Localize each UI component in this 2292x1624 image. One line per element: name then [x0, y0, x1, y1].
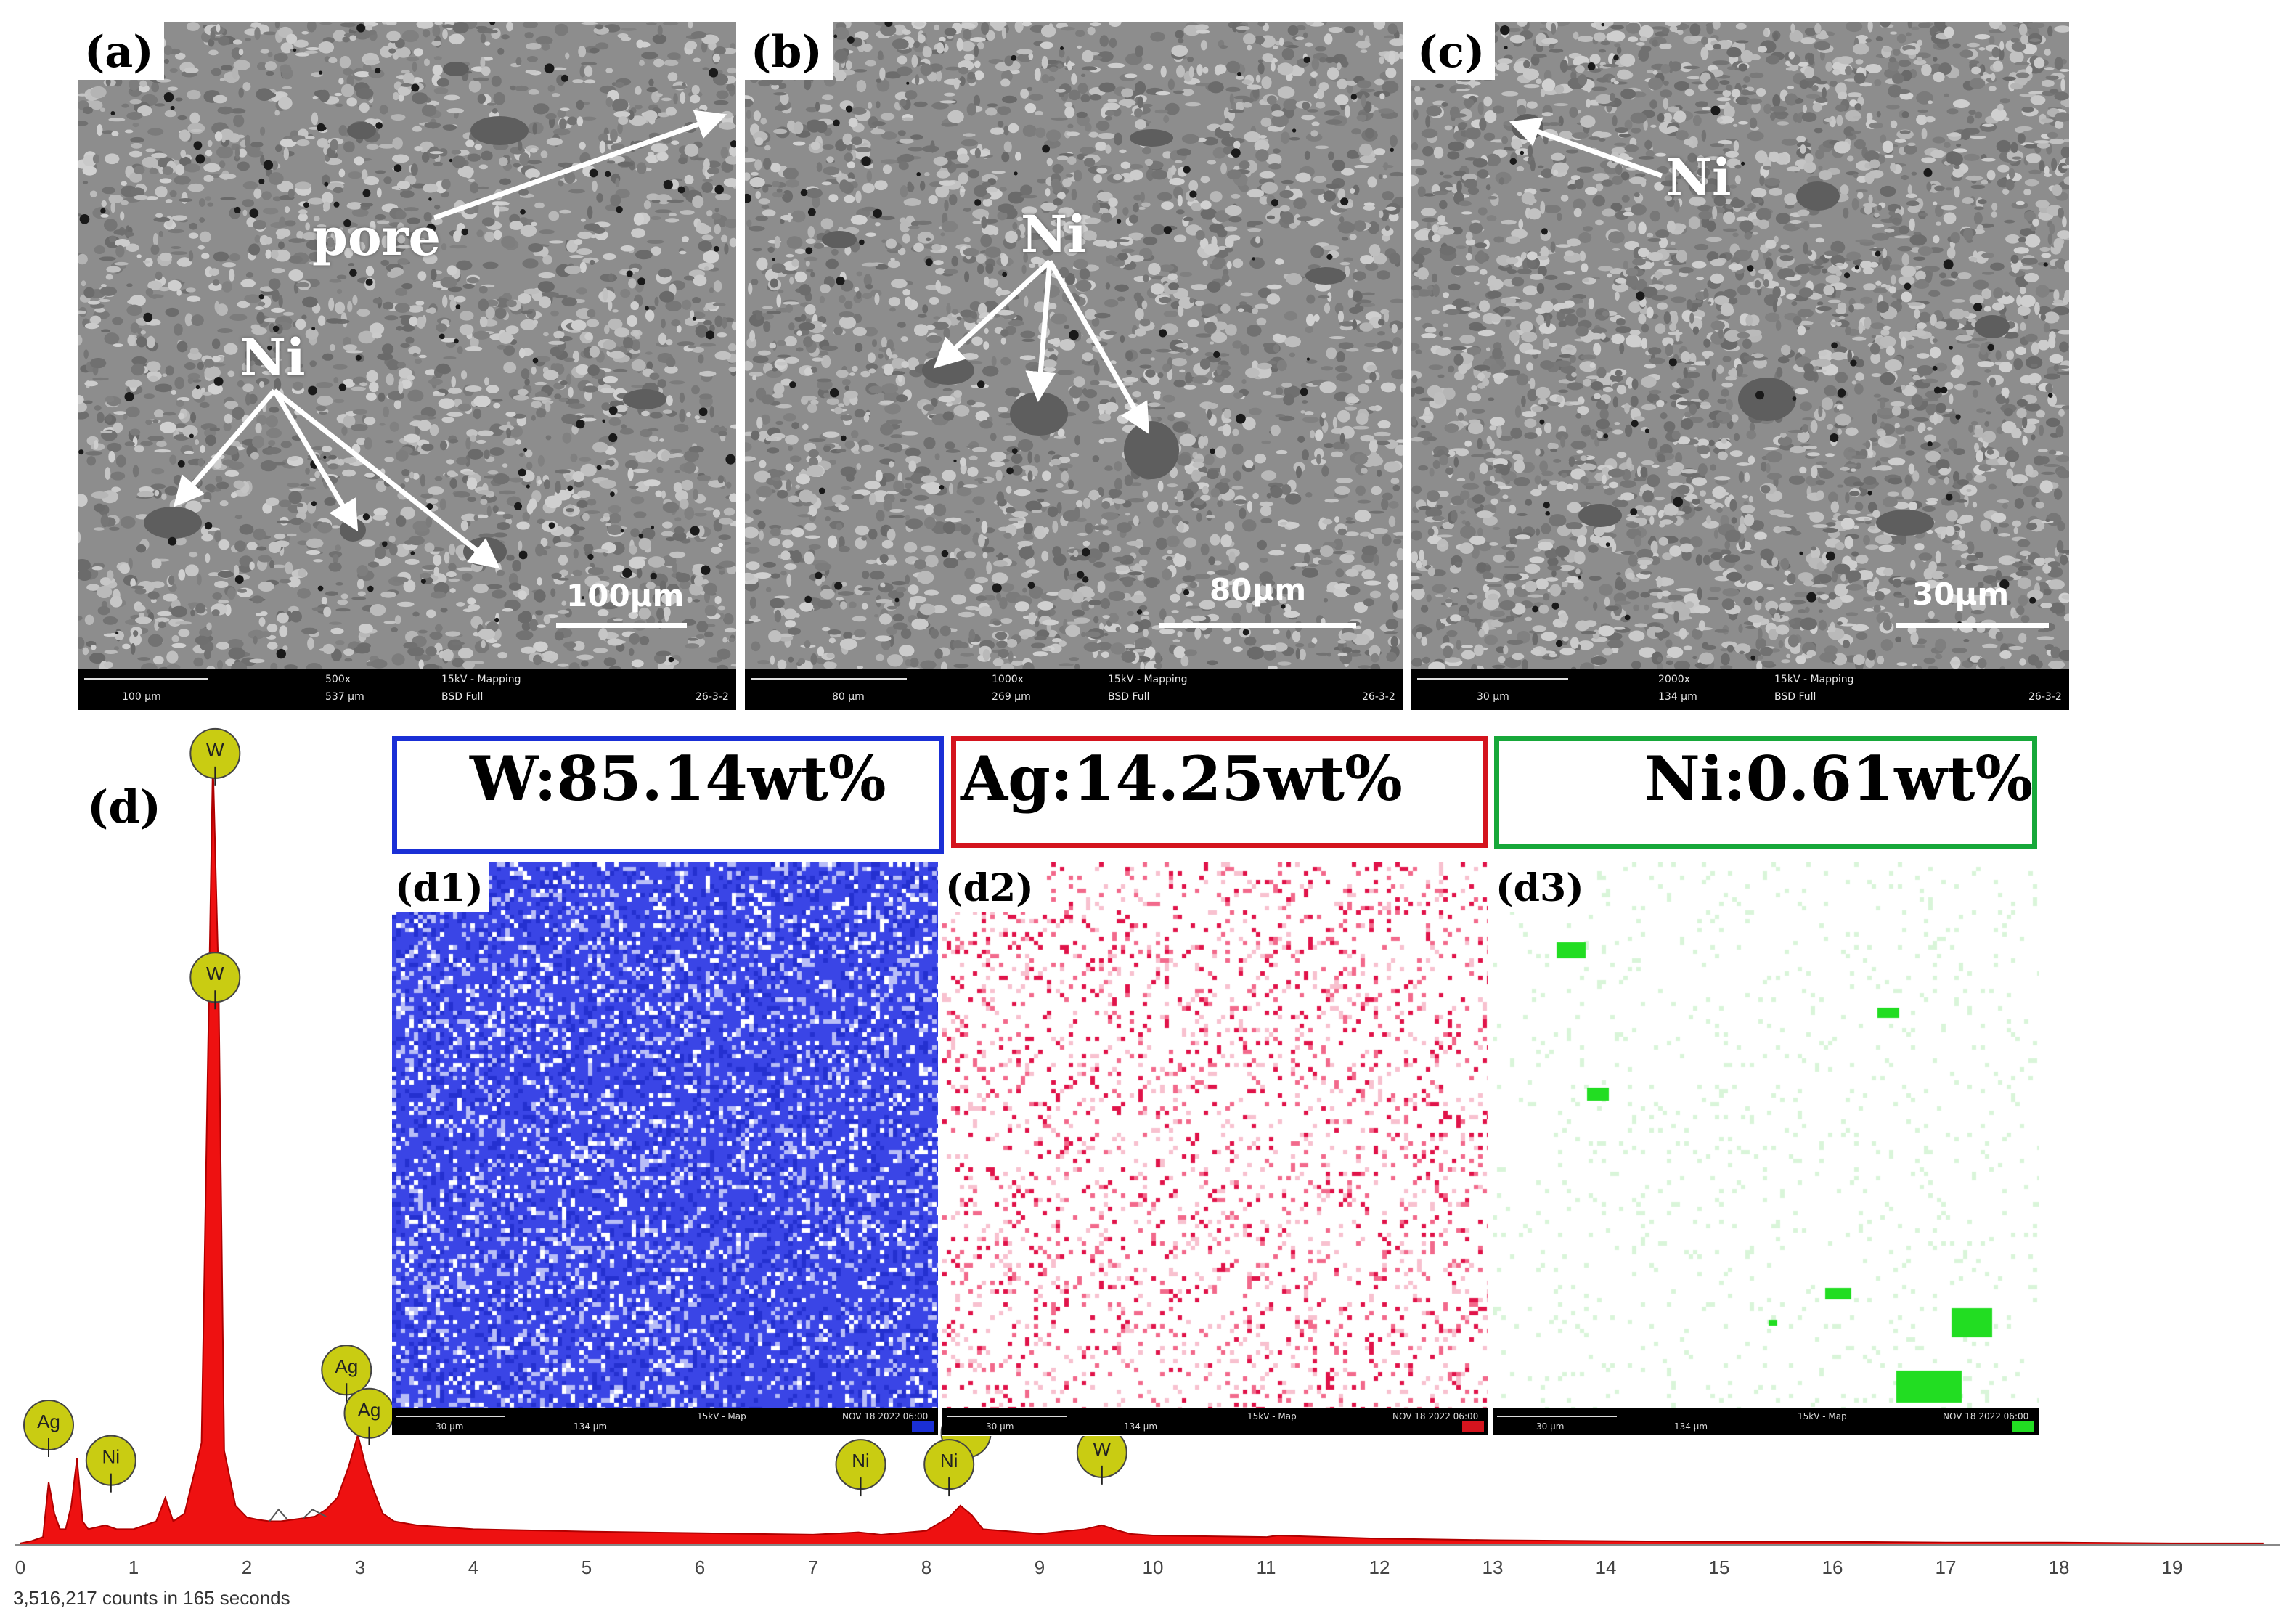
spectrum-area — [20, 759, 2264, 1546]
scale-bar-c — [1896, 623, 2049, 628]
x-tick-label: 0 — [15, 1556, 25, 1578]
panel-label-c: (c) — [1411, 22, 1496, 80]
x-tick-label: 12 — [1369, 1556, 1390, 1578]
peak-label-ni: Ni — [835, 1439, 886, 1497]
map-info-bar-ag: 30 μm 134 μm 15kV - Map NOV 18 2022 06:0… — [942, 1408, 1488, 1435]
x-tick-label: 1 — [129, 1556, 139, 1578]
sem-micrograph-b — [745, 22, 1403, 669]
x-tick-label: 13 — [1483, 1556, 1504, 1578]
svg-text:Ag: Ag — [335, 1355, 358, 1377]
svg-text:Ag: Ag — [358, 1399, 381, 1421]
peak-label-ag: Ag — [321, 1345, 372, 1403]
composition-text-w: W:85.14wt% — [470, 743, 886, 815]
spectrum-reference-line — [269, 1508, 327, 1522]
ag-map-image — [942, 862, 1488, 1408]
x-tick-label: 9 — [1035, 1556, 1045, 1578]
peak-label-ni: Ni — [85, 1435, 136, 1493]
peak-label-ag: Ag — [23, 1399, 74, 1457]
sem-micrograph-c — [1411, 22, 2069, 669]
panel-label-b: (b) — [745, 22, 833, 80]
peak-label-w: W — [189, 727, 241, 786]
peak-label-ag: Ag — [343, 1387, 395, 1445]
composition-box-w: W:85.14wt% — [392, 736, 944, 854]
svg-text:Ag: Ag — [37, 1411, 60, 1432]
sem-panel-a: (a) pore Ni 100μm 100 μm 500x 537 μm 15k… — [78, 22, 736, 710]
sem-info-bar-b: 80 μm 1000x 269 μm 15kV - Mapping BSD Fu… — [745, 669, 1403, 710]
peak-label-ni: Ni — [923, 1439, 975, 1497]
x-tick-label: 8 — [921, 1556, 931, 1578]
sem-panel-c: (c) Ni 30μm 30 μm 2000x 134 μm 15kV - Ma… — [1411, 22, 2069, 710]
x-tick-label: 14 — [1596, 1556, 1617, 1578]
arrows-b — [933, 259, 1149, 435]
map-label-d1: (d1) — [392, 862, 489, 912]
x-tick-label: 16 — [1822, 1556, 1843, 1578]
peak-label-w: W — [189, 952, 241, 1010]
x-tick-label: 5 — [582, 1556, 592, 1578]
ni-map-image — [1493, 862, 2039, 1408]
element-map-w: (d1) 30 μm 134 μm 15kV - Map NOV 18 2022… — [392, 862, 938, 1436]
x-tick-label: 17 — [1936, 1556, 1957, 1578]
arrows-c — [1509, 117, 1663, 179]
svg-text:Ni: Ni — [852, 1450, 870, 1472]
x-tick-label: 4 — [468, 1556, 478, 1578]
w-map-image — [392, 862, 938, 1408]
x-tick-label: 15 — [1709, 1556, 1730, 1578]
annotation-ni-b: Ni — [1021, 204, 1087, 264]
map-label-d3: (d3) — [1493, 862, 1590, 912]
map-label-d2: (d2) — [942, 862, 1040, 912]
annotation-pore: pore — [312, 207, 441, 267]
element-map-ni: (d3) 30 μm 134 μm 15kV - Map NOV 18 2022… — [1493, 862, 2039, 1436]
x-tick-label: 7 — [808, 1556, 818, 1578]
arrows-a — [173, 110, 727, 569]
map-info-bar-ni: 30 μm 134 μm 15kV - Map NOV 18 2022 06:0… — [1493, 1408, 2039, 1435]
scale-label-c: 30μm — [1912, 576, 2010, 612]
x-tick-label: 2 — [242, 1556, 252, 1578]
svg-text:W: W — [206, 739, 224, 761]
x-tick-label: 10 — [1143, 1556, 1164, 1578]
sem-micrograph-a — [78, 22, 736, 669]
x-tick-label: 18 — [2049, 1556, 2070, 1578]
scale-bar-b — [1159, 623, 1356, 628]
panel-label-a: (a) — [78, 22, 164, 80]
svg-text:W: W — [206, 963, 224, 984]
composition-text-ni: Ni:0.61wt% — [1644, 743, 2034, 815]
scale-label-a: 100μm — [566, 578, 685, 613]
composition-text-ag: Ag:14.25wt% — [961, 743, 1403, 815]
x-tick-label: 3 — [355, 1556, 365, 1578]
svg-text:Ni: Ni — [940, 1450, 958, 1472]
sem-info-bar-a: 100 μm 500x 537 μm 15kV - Mapping BSD Fu… — [78, 669, 736, 710]
composition-box-ag: Ag:14.25wt% — [951, 736, 1488, 848]
spectrum-footer: 3,516,217 counts in 165 seconds — [13, 1587, 290, 1609]
x-tick-label: 6 — [695, 1556, 705, 1578]
x-tick-label: 11 — [1257, 1556, 1276, 1578]
sem-panel-b: (b) Ni 80μm 80 μm 1000x 269 μm 15kV - Ma… — [745, 22, 1403, 710]
x-tick-label: 19 — [2162, 1556, 2183, 1578]
element-map-ag: (d2) 30 μm 134 μm 15kV - Map NOV 18 2022… — [942, 862, 1488, 1436]
peak-label-w: W — [1076, 1427, 1127, 1485]
panel-label-d: (d) — [87, 780, 162, 833]
svg-text:Ni: Ni — [102, 1446, 121, 1468]
sem-info-bar-c: 30 μm 2000x 134 μm 15kV - Mapping BSD Fu… — [1411, 669, 2069, 710]
map-info-bar-w: 30 μm 134 μm 15kV - Map NOV 18 2022 06:0… — [392, 1408, 938, 1435]
composition-box-ni: Ni:0.61wt% — [1494, 736, 2037, 849]
annotation-ni-a: Ni — [240, 327, 306, 388]
scale-bar-a — [556, 623, 687, 628]
scale-label-b: 80μm — [1210, 572, 1307, 608]
svg-text:W: W — [1093, 1438, 1112, 1460]
annotation-ni-c: Ni — [1665, 147, 1732, 208]
